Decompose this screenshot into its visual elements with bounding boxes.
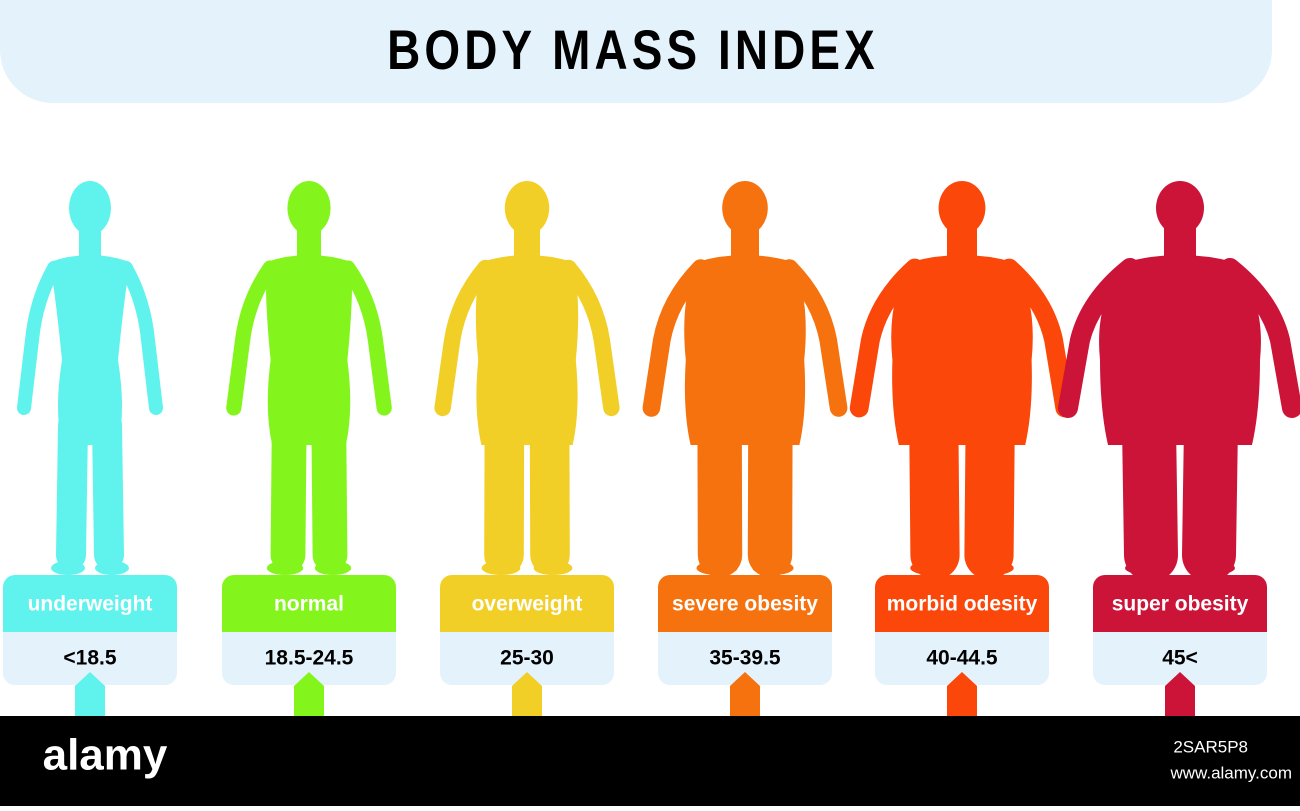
category-label: morbid odesity [887, 593, 1038, 616]
category-range: 45< [1162, 647, 1198, 670]
head [69, 181, 111, 235]
head [939, 181, 986, 235]
footer-image-id: 2SAR5P8 [1173, 737, 1248, 756]
leg [1209, 425, 1211, 555]
leg [288, 425, 289, 555]
leg [1149, 425, 1151, 555]
footer-brand: alamy [43, 731, 168, 780]
foot [1189, 561, 1235, 575]
footer-url: www.alamy.com [1169, 763, 1292, 782]
leg [71, 425, 73, 555]
head [722, 181, 768, 235]
category-label: super obesity [1112, 593, 1249, 616]
foot [267, 561, 303, 575]
foot [910, 561, 954, 575]
category-range: 35-39.5 [709, 647, 781, 670]
leg [329, 425, 330, 555]
foot [1125, 561, 1171, 575]
foot [482, 561, 521, 575]
leg [934, 425, 935, 555]
category-label: severe obesity [672, 593, 818, 616]
category-range: 18.5-24.5 [265, 647, 354, 670]
category-range: <18.5 [63, 647, 116, 670]
head [1156, 181, 1204, 235]
foot [95, 561, 129, 575]
foot [51, 561, 85, 575]
category-range: 40-44.5 [926, 647, 998, 670]
foot [752, 561, 793, 575]
foot [970, 561, 1014, 575]
leg [107, 425, 109, 555]
leg [989, 425, 990, 555]
head [505, 181, 549, 235]
category-label: normal [274, 593, 344, 616]
head [287, 181, 330, 235]
footer-bar [0, 716, 1300, 806]
category-range: 25-30 [500, 647, 554, 670]
category-label: overweight [472, 593, 583, 616]
foot [696, 561, 737, 575]
title: BODY MASS INDEX [387, 18, 879, 80]
foot [315, 561, 351, 575]
foot [534, 561, 573, 575]
category-label: underweight [28, 593, 153, 616]
